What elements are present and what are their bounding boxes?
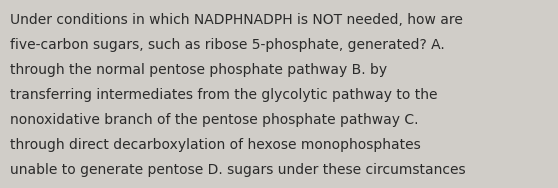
Text: through direct decarboxylation of hexose monophosphates: through direct decarboxylation of hexose… [10,138,421,152]
Text: unable to generate pentose D. sugars under these circumstances: unable to generate pentose D. sugars und… [10,163,466,177]
Text: Under conditions in which NADPHNADPH is NOT needed, how are: Under conditions in which NADPHNADPH is … [10,13,463,27]
Text: through the normal pentose phosphate pathway B. by: through the normal pentose phosphate pat… [10,63,387,77]
Text: transferring intermediates from the glycolytic pathway to the: transferring intermediates from the glyc… [10,88,437,102]
Text: five-carbon sugars, such as ribose 5-phosphate, generated? A.: five-carbon sugars, such as ribose 5-pho… [10,38,445,52]
Text: nonoxidative branch of the pentose phosphate pathway C.: nonoxidative branch of the pentose phosp… [10,113,418,127]
